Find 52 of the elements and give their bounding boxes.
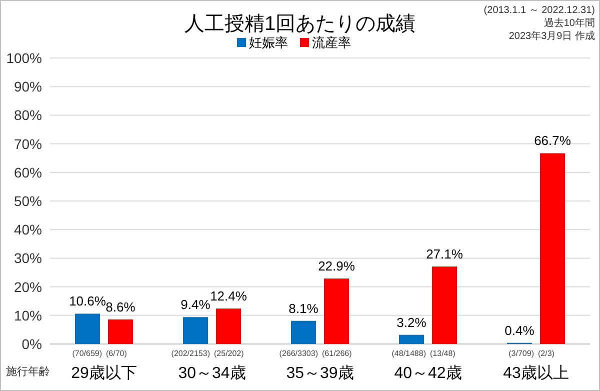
x-axis-title: 施行年齢 xyxy=(6,365,50,378)
annotation: (25/202) xyxy=(214,349,244,358)
y-tick-label: 50% xyxy=(14,193,42,209)
data-label: 3.2% xyxy=(396,314,427,330)
text: 2023年3月9日 作成 xyxy=(508,30,595,42)
text: 過去10年間 xyxy=(544,17,595,29)
y-tick-label: 90% xyxy=(14,78,42,95)
data-label: 12.4% xyxy=(210,288,248,304)
bar xyxy=(291,320,316,344)
annotation: (2/3) xyxy=(538,349,555,358)
annotation: (61/266) xyxy=(322,349,352,358)
bar xyxy=(540,153,565,344)
bar xyxy=(108,319,133,344)
bar xyxy=(216,308,241,344)
data-label: 0.4% xyxy=(504,322,535,338)
y-tick-label: 20% xyxy=(14,278,42,295)
annotation: (70/659) xyxy=(72,349,102,358)
annotation: (3/709) xyxy=(508,349,534,358)
x-tick-label: 35～39歳 xyxy=(286,364,354,382)
x-tick-label: 40～42歳 xyxy=(394,364,462,382)
data-label: 66.7% xyxy=(534,133,572,148)
x-tick-label: 30～34歳 xyxy=(178,364,246,382)
y-tick-label: 40% xyxy=(14,222,42,238)
y-tick-label: 10% xyxy=(14,307,42,324)
y-tick-label: 70% xyxy=(14,136,42,152)
y-tick-label: 80% xyxy=(14,107,42,124)
y-tick-label: 60% xyxy=(14,164,42,180)
bar xyxy=(324,278,349,344)
legend-label: 流産率 xyxy=(312,35,351,50)
data-label: 9.4% xyxy=(180,297,211,312)
x-tick-label: 43歳以上 xyxy=(503,364,569,382)
annotation: (13/48) xyxy=(430,349,456,358)
annotation: (266/3303) xyxy=(279,349,318,358)
data-label: 22.9% xyxy=(318,258,356,274)
y-tick-label: 0% xyxy=(22,336,42,352)
annotation: (6/70) xyxy=(106,349,128,358)
bar xyxy=(75,314,100,344)
data-label: 8.6% xyxy=(106,299,136,314)
bar xyxy=(432,266,457,344)
x-tick-label: 29歳以下 xyxy=(71,364,137,382)
data-label: 27.1% xyxy=(426,246,464,262)
chart-title: 人工授精1回あたりの成績 xyxy=(184,13,416,35)
y-tick-label: 30% xyxy=(14,250,42,266)
text: (2013.1.1 ～ 2022.12.31) xyxy=(484,5,595,16)
data-label: 8.1% xyxy=(288,300,319,316)
annotation: (202/2153) xyxy=(171,349,210,358)
legend-label: 妊娠率 xyxy=(249,35,288,50)
annotation: (48/1488) xyxy=(392,349,426,358)
y-tick-label: 100% xyxy=(6,50,42,66)
data-label: 10.6% xyxy=(69,294,106,309)
bar xyxy=(183,317,208,344)
bar xyxy=(399,334,424,344)
